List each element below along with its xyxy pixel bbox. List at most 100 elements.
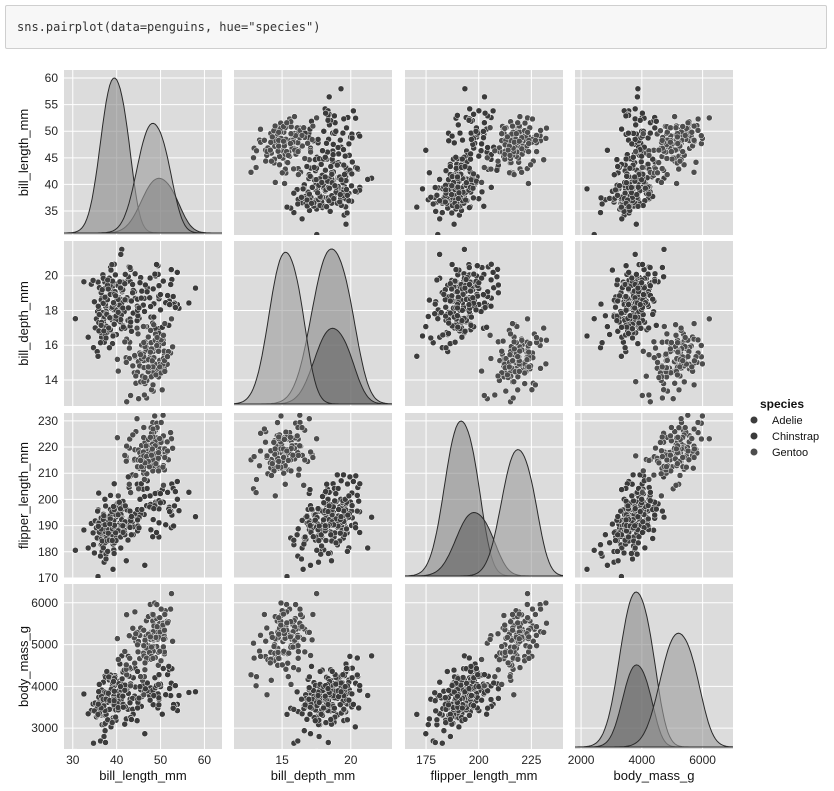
point-gentoo bbox=[486, 332, 494, 339]
point-gentoo bbox=[257, 632, 264, 639]
point-adelie bbox=[466, 712, 473, 719]
point-adelie bbox=[438, 309, 445, 316]
point-adelie bbox=[645, 190, 652, 198]
point-adelie bbox=[631, 251, 639, 258]
point-gentoo bbox=[284, 659, 291, 667]
point-chinstrap bbox=[651, 511, 658, 519]
point-chinstrap bbox=[314, 136, 322, 143]
point-chinstrap bbox=[331, 704, 338, 712]
point-gentoo bbox=[507, 330, 514, 338]
point-gentoo bbox=[126, 632, 133, 639]
point-gentoo bbox=[263, 691, 271, 699]
code-cell[interactable]: sns.pairplot(data=penguins, hue="species… bbox=[5, 5, 827, 49]
point-adelie bbox=[342, 220, 350, 228]
point-gentoo bbox=[268, 677, 275, 684]
point-gentoo bbox=[279, 661, 286, 669]
point-gentoo bbox=[699, 413, 706, 420]
point-gentoo bbox=[123, 398, 130, 406]
point-adelie bbox=[635, 184, 642, 191]
point-gentoo bbox=[141, 391, 148, 399]
point-gentoo bbox=[155, 449, 162, 456]
point-chinstrap bbox=[340, 471, 347, 479]
point-gentoo bbox=[537, 365, 544, 372]
point-chinstrap bbox=[348, 674, 356, 682]
point-chinstrap bbox=[583, 185, 591, 193]
point-chinstrap bbox=[174, 269, 181, 276]
point-gentoo bbox=[668, 424, 675, 431]
point-gentoo bbox=[129, 625, 137, 632]
point-chinstrap bbox=[138, 287, 146, 295]
point-adelie bbox=[111, 687, 118, 695]
point-adelie bbox=[337, 176, 345, 184]
point-gentoo bbox=[518, 337, 526, 344]
point-gentoo bbox=[282, 481, 289, 488]
point-chinstrap bbox=[639, 261, 646, 268]
point-gentoo bbox=[147, 348, 154, 356]
point-chinstrap bbox=[419, 185, 426, 193]
point-chinstrap bbox=[133, 717, 141, 724]
y-tick-label: 210 bbox=[38, 466, 58, 480]
point-chinstrap bbox=[634, 284, 642, 292]
point-gentoo bbox=[528, 386, 536, 393]
point-adelie bbox=[334, 161, 341, 169]
point-chinstrap bbox=[167, 281, 174, 288]
point-gentoo bbox=[269, 133, 276, 141]
point-gentoo bbox=[688, 435, 696, 442]
point-chinstrap bbox=[341, 152, 349, 160]
point-gentoo bbox=[307, 448, 314, 456]
point-gentoo bbox=[504, 634, 511, 641]
point-gentoo bbox=[308, 636, 316, 644]
point-adelie bbox=[633, 550, 641, 558]
point-adelie bbox=[354, 507, 361, 515]
point-adelie bbox=[325, 739, 332, 746]
point-chinstrap bbox=[317, 161, 325, 168]
y-tick-label: 5000 bbox=[31, 638, 58, 652]
point-chinstrap bbox=[310, 533, 317, 540]
point-chinstrap bbox=[155, 519, 163, 527]
point-adelie bbox=[432, 208, 439, 215]
point-gentoo bbox=[487, 165, 495, 173]
point-chinstrap bbox=[128, 328, 135, 335]
point-adelie bbox=[119, 529, 127, 536]
point-gentoo bbox=[272, 179, 279, 186]
point-gentoo bbox=[529, 605, 536, 613]
point-adelie bbox=[94, 507, 101, 515]
point-gentoo bbox=[673, 445, 680, 453]
point-adelie bbox=[318, 179, 326, 186]
point-chinstrap bbox=[467, 322, 475, 329]
point-chinstrap bbox=[628, 492, 636, 500]
point-chinstrap bbox=[487, 302, 495, 310]
point-gentoo bbox=[299, 142, 306, 150]
point-chinstrap bbox=[625, 269, 632, 276]
point-chinstrap bbox=[306, 522, 314, 529]
point-gentoo bbox=[684, 447, 692, 455]
point-adelie bbox=[108, 261, 116, 268]
point-gentoo bbox=[287, 434, 294, 441]
point-adelie bbox=[442, 344, 450, 352]
point-gentoo bbox=[313, 114, 320, 122]
point-adelie bbox=[364, 692, 371, 699]
point-adelie bbox=[105, 690, 112, 697]
point-gentoo bbox=[690, 454, 698, 461]
point-chinstrap bbox=[172, 488, 179, 495]
point-gentoo bbox=[699, 360, 706, 368]
point-gentoo bbox=[484, 154, 491, 162]
point-adelie bbox=[117, 251, 125, 258]
point-chinstrap bbox=[322, 109, 329, 117]
point-adelie bbox=[97, 322, 105, 329]
point-chinstrap bbox=[454, 312, 461, 319]
point-chinstrap bbox=[628, 274, 636, 282]
point-chinstrap bbox=[474, 671, 481, 678]
point-chinstrap bbox=[327, 163, 335, 170]
point-gentoo bbox=[296, 413, 304, 419]
point-gentoo bbox=[525, 633, 532, 641]
point-adelie bbox=[352, 723, 359, 731]
point-chinstrap bbox=[461, 716, 469, 723]
point-adelie bbox=[634, 340, 642, 347]
point-gentoo bbox=[516, 610, 523, 618]
point-adelie bbox=[337, 529, 344, 537]
y-tick-label: 200 bbox=[38, 492, 58, 506]
point-chinstrap bbox=[647, 489, 654, 496]
point-gentoo bbox=[114, 356, 121, 363]
point-gentoo bbox=[309, 122, 317, 130]
